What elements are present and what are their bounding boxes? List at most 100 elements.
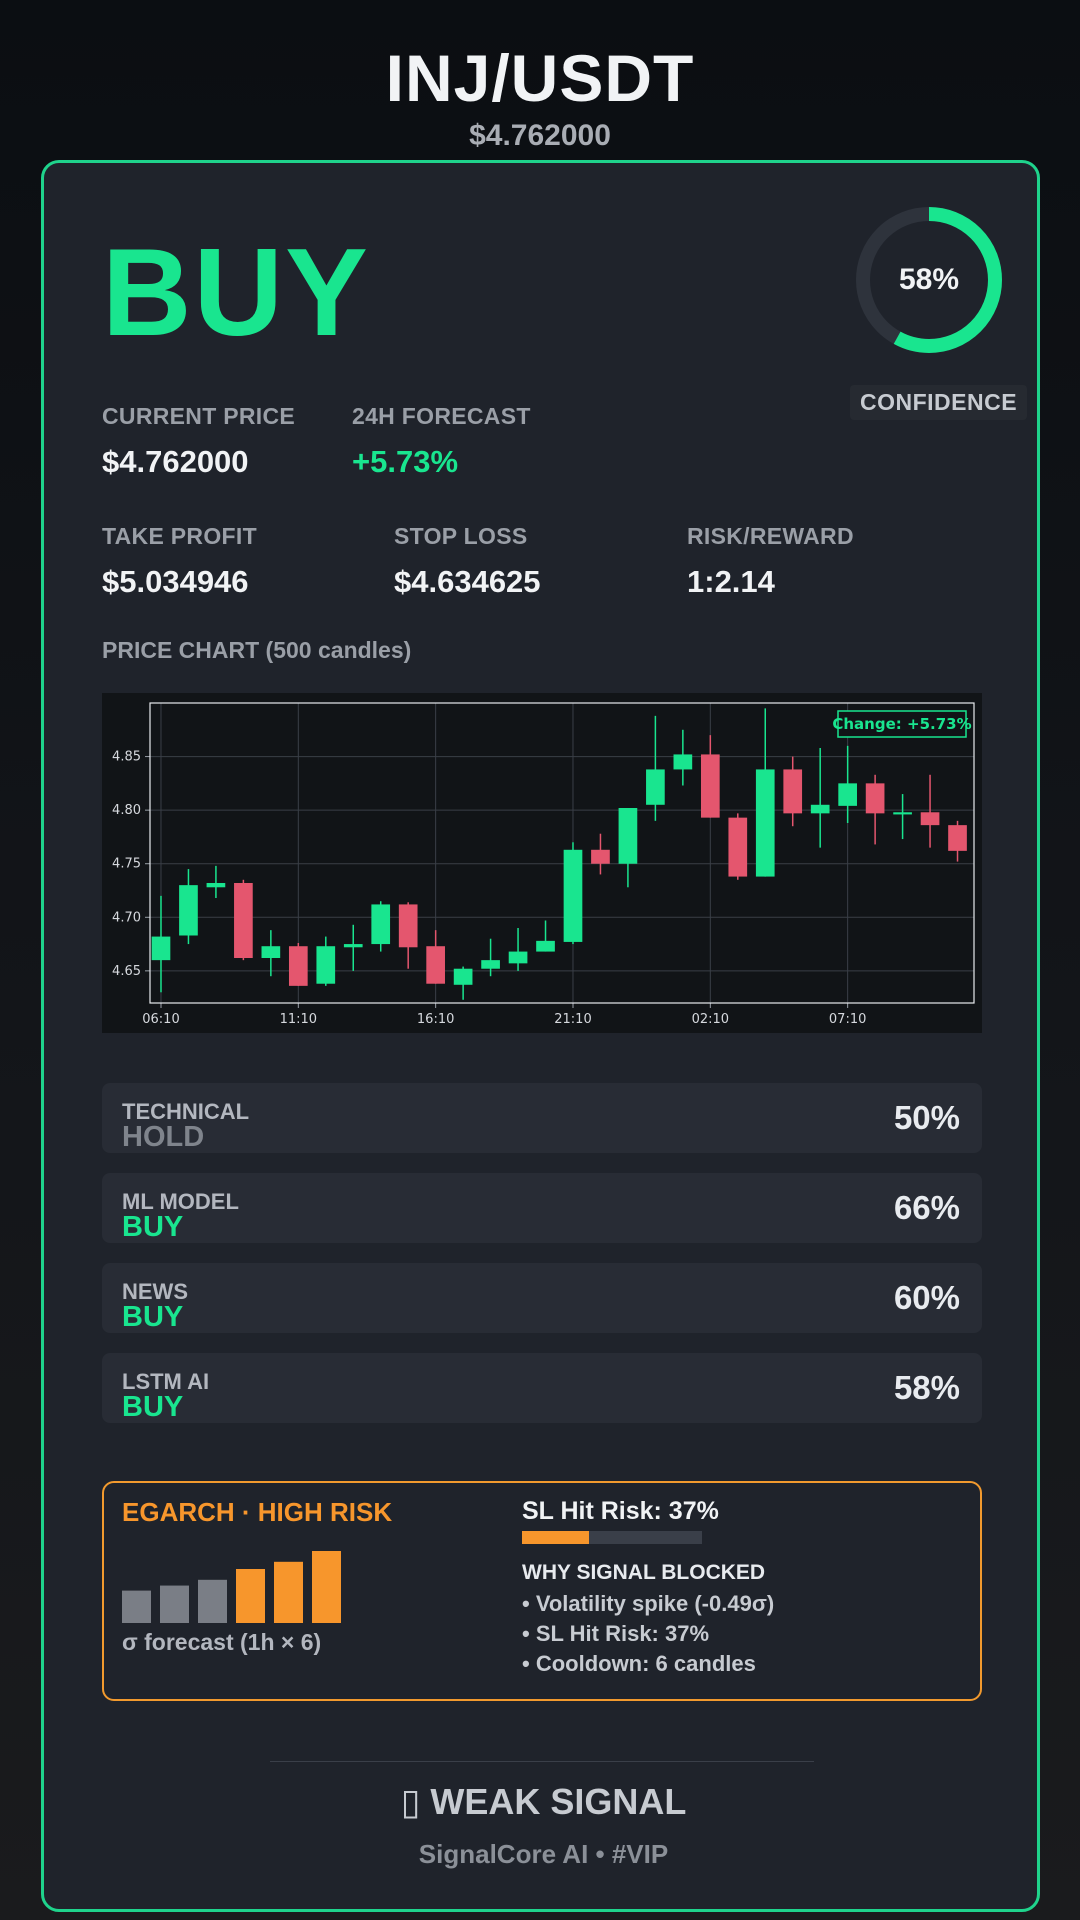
candle-body	[646, 769, 665, 805]
stat-value: +5.73%	[352, 444, 459, 479]
x-tick-label: 02:10	[692, 1012, 729, 1027]
candle-body	[343, 944, 363, 948]
x-tick-label: 06:10	[142, 1012, 179, 1027]
model-percent: 60%	[893, 1279, 960, 1316]
y-tick-label: 4.85	[112, 750, 141, 765]
candle-body	[893, 812, 912, 815]
change-annotation: Change: +5.73%	[832, 715, 971, 733]
sigma-bar	[160, 1585, 189, 1623]
candle-body	[536, 940, 555, 952]
signal-action: BUY	[102, 224, 370, 362]
model-percent: 58%	[893, 1369, 960, 1406]
signal-card: BUY 58% CONFIDENCE CURRENT PRICE $4.7620…	[41, 160, 1040, 1912]
candle-body	[426, 946, 445, 984]
model-signal: HOLD	[122, 1121, 205, 1153]
change-annotation-box	[837, 710, 967, 738]
model-name: ML MODEL	[122, 1189, 239, 1214]
model-row-lstm: LSTM AI BUY 58%	[102, 1353, 982, 1423]
why-blocked-title: WHY SIGNAL BLOCKED	[522, 1561, 766, 1584]
why-blocked-list: • Volatility spike (-0.49σ) • SL Hit Ris…	[522, 1589, 774, 1679]
chart-title: PRICE CHART (500 candles)	[102, 637, 412, 663]
y-tick-label: 4.75	[112, 857, 141, 872]
reason-item: • Volatility spike (-0.49σ)	[522, 1591, 775, 1616]
candle-body	[179, 885, 198, 936]
stat-label: STOP LOSS	[394, 523, 528, 549]
sigma-forecast-bars	[122, 1551, 341, 1623]
risk-title: EGARCH · HIGH RISK	[122, 1497, 393, 1527]
candle-body	[783, 769, 803, 814]
candle-body	[591, 849, 610, 864]
candle-body	[234, 883, 253, 958]
model-row-technical: TECHNICAL HOLD 50%	[102, 1083, 982, 1153]
header: INJ/USDT $4.762000	[0, 38, 1080, 154]
sigma-bar	[122, 1590, 151, 1623]
candle-body	[838, 783, 857, 806]
candle-body	[810, 804, 830, 814]
stat-label: CURRENT PRICE	[102, 403, 296, 429]
y-tick-label: 4.65	[112, 964, 141, 979]
confidence-value: 58%	[898, 263, 960, 296]
stat-stop-loss: STOP LOSS $4.634625	[394, 523, 541, 600]
sigma-bar	[274, 1561, 303, 1623]
price-chart: 4.65 4.70 4.75 4.80 4.85 06:10 11:10 16:10 21:10…	[102, 693, 982, 1033]
candle-body	[288, 946, 308, 986]
stat-value: 1:2.14	[687, 564, 775, 599]
reason-item: • Cooldown: 6 candles	[522, 1651, 756, 1676]
stat-current-price: CURRENT PRICE $4.762000	[102, 403, 295, 480]
sl-hit-risk-fill	[522, 1531, 589, 1544]
stat-label: TAKE PROFIT	[102, 523, 257, 549]
x-tick-label: 16:10	[417, 1012, 454, 1027]
candle-body	[728, 817, 748, 877]
model-percent: 66%	[893, 1189, 960, 1226]
sigma-bar	[198, 1579, 227, 1623]
price-chart-svg: 4.65 4.70 4.75 4.80 4.85 06:10 11:10 16:10 21:10…	[112, 702, 975, 1027]
sigma-bar	[312, 1551, 341, 1623]
sigma-bar	[236, 1569, 265, 1623]
candle-body	[151, 936, 171, 961]
candle-body	[920, 812, 940, 826]
stat-value: $4.634625	[394, 564, 541, 599]
stat-forecast: 24H FORECAST +5.73%	[352, 403, 531, 480]
candle-body	[481, 960, 500, 969]
stat-label: 24H FORECAST	[352, 403, 531, 429]
stat-take-profit: TAKE PROFIT $5.034946	[102, 523, 257, 600]
candle-body	[865, 783, 885, 814]
candle-body	[261, 946, 281, 958]
stat-label: RISK/REWARD	[687, 523, 854, 549]
candle-body	[508, 951, 528, 964]
candle-body	[948, 825, 967, 851]
model-percent: 50%	[893, 1099, 960, 1136]
stat-risk-reward: RISK/REWARD 1:2.14	[687, 523, 854, 600]
candle-body	[700, 754, 720, 818]
reason-item: • SL Hit Risk: 37%	[522, 1621, 710, 1646]
x-tick-label: 11:10	[280, 1012, 317, 1027]
candle-body	[316, 946, 336, 984]
candle-body	[206, 883, 226, 888]
y-tick-label: 4.70	[112, 910, 141, 925]
confidence-label: CONFIDENCE	[850, 385, 1028, 420]
candle-body	[371, 904, 391, 945]
stat-value: $4.762000	[102, 444, 249, 479]
risk-panel: EGARCH · HIGH RISK σ forecast (1h × 6) S…	[102, 1481, 982, 1701]
model-row-ml: ML MODEL BUY 66%	[102, 1173, 982, 1243]
model-signal: BUY	[122, 1301, 184, 1333]
brand-footer: SignalCore AI • #VIP	[418, 1839, 669, 1869]
signal-strength: ▯ WEAK SIGNAL	[400, 1781, 687, 1822]
model-signal: BUY	[122, 1391, 184, 1423]
candle-body	[398, 904, 418, 948]
model-name: LSTM AI	[122, 1369, 210, 1394]
divider	[270, 1761, 814, 1762]
sigma-label: σ forecast (1h × 6)	[122, 1629, 322, 1655]
candle-body	[673, 754, 693, 770]
model-name: NEWS	[122, 1279, 188, 1304]
sl-hit-risk-title: SL Hit Risk: 37%	[522, 1497, 719, 1525]
model-signal: BUY	[122, 1211, 184, 1243]
stat-value: $5.034946	[102, 564, 249, 599]
header-price: $4.762000	[469, 119, 611, 152]
y-tick-label: 4.80	[112, 803, 141, 818]
model-row-news: NEWS BUY 60%	[102, 1263, 982, 1333]
x-tick-label: 07:10	[829, 1012, 866, 1027]
candle-body	[563, 849, 583, 942]
confidence-gauge	[856, 207, 1002, 353]
x-tick-label: 21:10	[554, 1012, 591, 1027]
